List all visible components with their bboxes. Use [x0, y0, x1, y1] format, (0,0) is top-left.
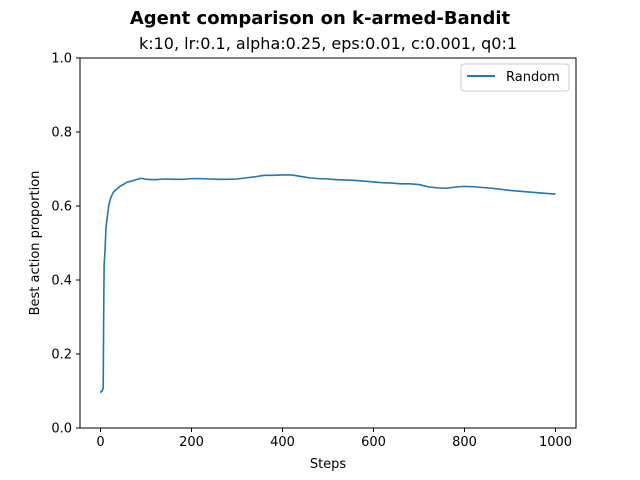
chart-title: Agent comparison on k-armed-Bandit: [130, 8, 511, 29]
legend-label-random: Random: [506, 70, 560, 85]
series-line-group: [99, 174, 556, 394]
legend-box: [460, 63, 570, 92]
plot-frame: [79, 57, 577, 429]
x-tick-label: 1000: [539, 435, 572, 450]
series-line-random: [99, 174, 556, 394]
x-tick-label: 400: [270, 435, 295, 450]
y-tick-label: 0.6: [51, 200, 72, 215]
x-tick-label: 600: [361, 435, 386, 450]
legend: Random: [460, 63, 570, 92]
y-axis-ticks: 0.0 0.2 0.4 0.6 0.8 1.0: [51, 52, 80, 437]
y-tick-label: 0.4: [51, 274, 72, 289]
x-tick-label: 200: [179, 435, 204, 450]
y-tick-label: 0.2: [51, 348, 72, 363]
y-axis-label: Best action proportion: [28, 171, 43, 316]
chart-subtitle: k:10, lr:0.1, alpha:0.25, eps:0.01, c:0.…: [139, 34, 517, 53]
x-tick-label: 800: [452, 435, 477, 450]
x-axis-label: Steps: [310, 457, 347, 472]
y-tick-label: 1.0: [51, 52, 72, 67]
x-axis-ticks: 0 200 400 600 800 1000: [96, 428, 572, 450]
y-tick-label: 0.0: [51, 422, 72, 437]
x-tick-label: 0: [96, 435, 104, 450]
y-tick-label: 0.8: [51, 126, 72, 141]
